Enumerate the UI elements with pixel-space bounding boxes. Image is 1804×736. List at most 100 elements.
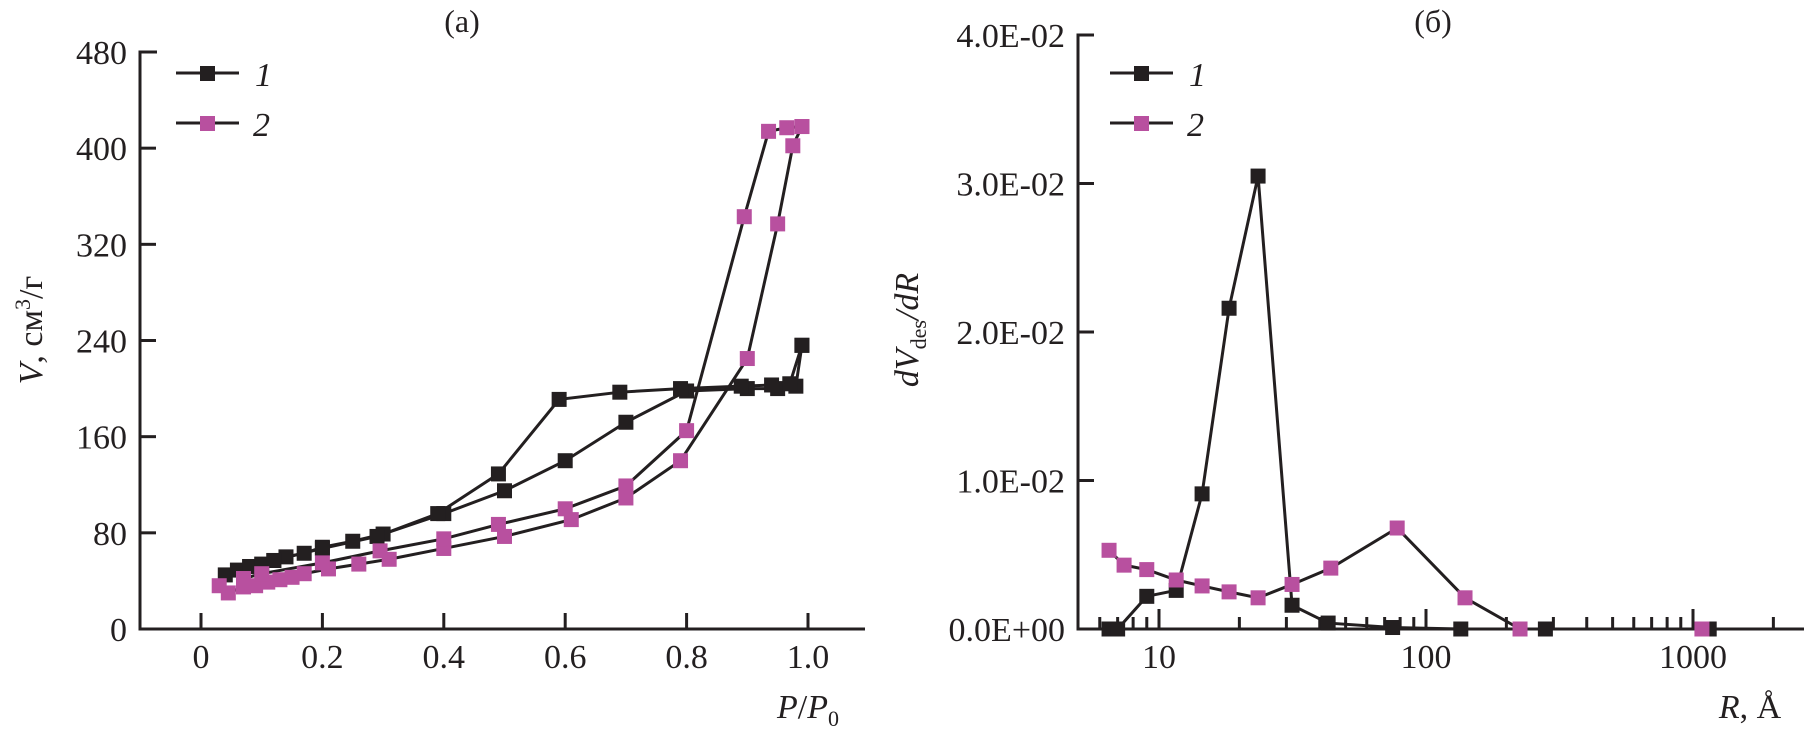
legend-2-marker — [1134, 116, 1149, 131]
panel-a: (a) 0 0.2 0.4 0.6 0.8 1.0 080160240320400480 … — [10, 3, 865, 731]
series-2-point — [1168, 572, 1184, 588]
series-1-point — [1320, 615, 1336, 631]
panel-a-legend: 1 2 — [176, 57, 272, 144]
y-tick-label: 160 — [76, 420, 127, 457]
panel-a-xlabel: P/P0 — [776, 689, 839, 731]
series-2-point — [490, 516, 506, 532]
series-1-adsorption-line — [224, 345, 804, 577]
series-2-point — [372, 543, 388, 559]
y-tick-label: 2.0E-02 — [956, 315, 1065, 352]
series-1-point — [618, 414, 634, 430]
series-1-point — [764, 377, 780, 393]
legend-2-label: 2 — [1187, 107, 1204, 144]
x-tick-label: 0 — [193, 639, 210, 676]
series-1-point — [278, 549, 294, 565]
series-2-point — [272, 572, 288, 588]
series-1-point — [497, 483, 512, 499]
series-2-point — [1512, 621, 1528, 637]
y-tick-label: 4.0E-02 — [956, 18, 1065, 55]
series-2-point — [248, 578, 264, 594]
series-1-point — [1110, 621, 1126, 637]
legend-1-marker — [200, 66, 215, 81]
x-tick-label: 10 — [1142, 639, 1176, 676]
x-tick-label: 0.2 — [301, 639, 344, 676]
series-2-point — [314, 555, 330, 571]
y-tick-label: 0.0E+00 — [949, 612, 1065, 649]
series-2-point — [785, 138, 801, 154]
series-2-point — [1101, 542, 1117, 558]
series-2-point — [761, 123, 777, 139]
series-1-point — [673, 381, 689, 397]
series-2-point — [1694, 621, 1710, 637]
series-2-point — [497, 528, 512, 544]
series-1-point — [1453, 621, 1469, 637]
series-1-point — [314, 540, 330, 556]
series-2-point — [254, 566, 270, 582]
series-1-point — [557, 453, 573, 469]
series-2-point — [739, 351, 755, 367]
series-1-point — [551, 391, 567, 407]
x-tick-label: 1.0 — [787, 639, 830, 676]
series-2-point — [1389, 520, 1405, 536]
y-tick-label: 480 — [76, 35, 127, 72]
series-2-point — [235, 571, 251, 587]
series-2-point — [436, 531, 452, 547]
panel-b-ylabel: dVdes/dR — [889, 273, 931, 388]
series-2-point — [1194, 578, 1210, 594]
series-2-point — [296, 566, 312, 582]
legend-1-label: 1 — [1189, 57, 1206, 94]
series-2-point — [1284, 576, 1300, 592]
series-2-point — [736, 209, 752, 225]
legend-1-label: 1 — [255, 57, 272, 94]
x-tick-label: 0.6 — [544, 639, 587, 676]
series-1-point — [369, 528, 385, 544]
x-tick-label: 0.4 — [423, 639, 466, 676]
series-1-point — [266, 552, 282, 568]
panel-b-title: (б) — [1414, 3, 1452, 39]
series-2-point — [679, 423, 695, 439]
y-tick-label: 320 — [76, 227, 127, 264]
series-2-point — [770, 216, 786, 232]
series-1-point — [1139, 588, 1155, 604]
series-1-point — [242, 558, 258, 574]
y-tick-label: 1.0E-02 — [956, 464, 1065, 501]
series-2-point — [1116, 557, 1132, 573]
series-1-point — [612, 384, 628, 400]
panel-b: (б) 10 100 1000 0.0E+00 1.0E-02 2.0E-02 3.0E-… — [889, 3, 1804, 726]
series-1-point — [296, 545, 312, 561]
series-2-desorption-line — [243, 125, 803, 580]
y-tick-label: 80 — [93, 516, 127, 553]
panel-a-ylabel: V, см3/г — [10, 276, 50, 385]
series-1-point — [1385, 620, 1401, 636]
series-2-point — [220, 585, 236, 601]
series-2-point — [673, 453, 689, 469]
x-tick-label: 1000 — [1659, 639, 1727, 676]
series-2-point — [618, 490, 634, 506]
panel-b-xlabel: R, Å — [1718, 689, 1782, 726]
x-tick-label: 100 — [1401, 639, 1452, 676]
series-1-point — [1221, 300, 1237, 316]
series-2-point — [351, 556, 367, 572]
series-2-point — [1457, 590, 1473, 606]
legend-2-marker — [200, 116, 215, 131]
y-tick-label: 3.0E-02 — [956, 167, 1065, 204]
series-1-line — [1109, 175, 1710, 631]
panel-a-title: (a) — [444, 3, 480, 39]
series-1-point — [430, 506, 446, 522]
series-2-point — [1139, 562, 1155, 578]
series-1-point — [1284, 597, 1300, 613]
series-1-point — [490, 466, 506, 482]
series-1-point — [1194, 486, 1210, 502]
legend-2-label: 2 — [253, 107, 270, 144]
series-1-point — [794, 337, 810, 353]
series-1-point — [345, 533, 361, 549]
series-2-point — [1323, 560, 1339, 576]
series-1-point — [782, 376, 798, 392]
series-2-point — [779, 120, 795, 136]
series-2-point — [557, 501, 573, 517]
y-tick-label: 240 — [76, 324, 127, 361]
series-1-point — [1537, 621, 1553, 637]
y-tick-label: 0 — [110, 612, 127, 649]
x-tick-label: 0.8 — [665, 639, 708, 676]
